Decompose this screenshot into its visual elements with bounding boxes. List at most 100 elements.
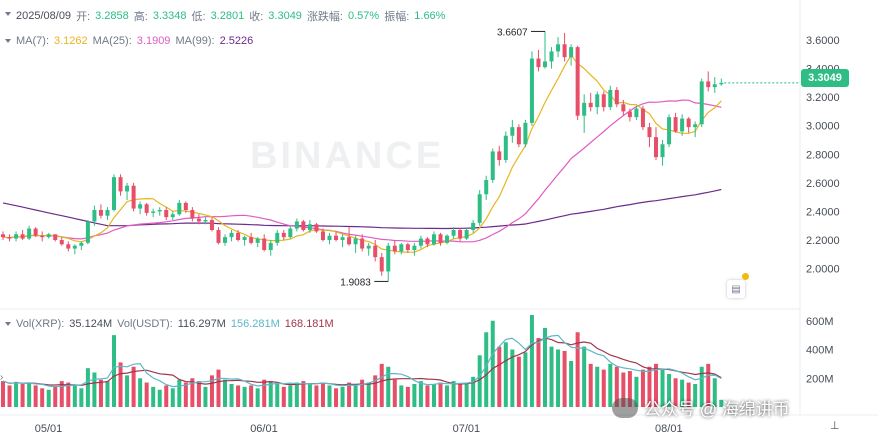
candle-body xyxy=(157,210,162,212)
candle-body xyxy=(183,202,188,210)
candle-body xyxy=(281,232,286,238)
volume-bar xyxy=(33,385,38,407)
volume-bar xyxy=(556,349,561,407)
candle-body xyxy=(131,185,136,209)
candle-body xyxy=(255,238,260,243)
volume-bar xyxy=(340,386,345,407)
volume-bar xyxy=(373,375,378,407)
screenshot-button-icon[interactable]: ▤ xyxy=(727,280,745,298)
candle-body xyxy=(92,210,97,222)
volume-bar xyxy=(712,378,717,407)
candle-body xyxy=(46,234,51,238)
candle-body xyxy=(249,237,254,243)
candle-body xyxy=(242,237,247,240)
volume-bar xyxy=(614,366,619,407)
volume-bar xyxy=(40,388,45,407)
high-label: 高: xyxy=(133,11,148,23)
candle-body xyxy=(288,228,293,238)
volume-bar xyxy=(445,385,450,407)
credit-watermark: 公众号 @ 海绵讲币 xyxy=(612,395,790,420)
volume-bar xyxy=(112,335,117,407)
candle-body xyxy=(654,137,658,158)
candle-body xyxy=(79,242,84,246)
ma7-value: 3.1262 xyxy=(54,35,88,47)
volume-bar xyxy=(477,355,482,407)
candle-body xyxy=(347,237,352,245)
volume-bar xyxy=(386,366,391,407)
candle-body xyxy=(307,224,312,230)
volume-bar xyxy=(680,379,685,407)
volume-bar xyxy=(627,371,632,407)
volume-tick-label: 600M xyxy=(806,316,834,328)
volume-bar xyxy=(242,386,247,407)
candle-body xyxy=(7,237,12,239)
open-label: 开: xyxy=(76,11,91,23)
candle-body xyxy=(634,108,639,118)
vol-usdt-value: 116.297M xyxy=(177,318,226,330)
candle-body xyxy=(190,210,195,219)
ma25-line xyxy=(2,99,722,243)
ma-collapse-arrow-icon[interactable] xyxy=(5,39,11,43)
vol-collapse-arrow-icon[interactable] xyxy=(5,322,11,326)
candle-body xyxy=(399,244,404,252)
axis-settings-icon[interactable]: ⊥ xyxy=(830,420,840,432)
candle-body xyxy=(14,234,19,239)
volume-bar xyxy=(183,382,188,407)
volume-bar xyxy=(451,381,456,407)
candle-body xyxy=(196,218,201,222)
candle-body xyxy=(118,177,123,192)
candle-body xyxy=(660,144,665,158)
volume-bar xyxy=(190,378,195,407)
volume-bar xyxy=(92,372,97,407)
volume-bar xyxy=(151,386,156,407)
price-tick-label: 2.6000 xyxy=(806,178,840,190)
volume-bar xyxy=(177,379,182,407)
scroll-left-icon[interactable]: › xyxy=(0,372,4,383)
candle-body xyxy=(693,124,698,128)
volume-bar xyxy=(503,342,508,407)
candle-body xyxy=(223,237,228,243)
volume-bar xyxy=(608,363,613,407)
low-label: 低: xyxy=(191,11,206,23)
low-annotation: 1.9083 xyxy=(340,277,371,288)
candle-body xyxy=(425,238,430,245)
volume-bar xyxy=(301,381,306,407)
candle-body xyxy=(640,108,645,128)
candle-body xyxy=(203,220,208,222)
candle-body xyxy=(706,81,711,88)
volume-bar xyxy=(294,382,299,407)
volume-bar xyxy=(138,378,143,407)
candle-body xyxy=(529,58,534,123)
volume-bar xyxy=(654,363,658,407)
ma7-label: MA(7): xyxy=(16,35,49,47)
volume-bar xyxy=(497,346,502,407)
candle-body xyxy=(608,90,613,108)
open-value: 3.2858 xyxy=(95,10,129,22)
ohlc-header: 2025/08/09 开: 3.2858 高: 3.3348 低: 3.2801… xyxy=(16,8,450,24)
candle-body xyxy=(686,118,691,128)
volume-bar xyxy=(549,346,554,407)
volume-bar xyxy=(347,382,352,407)
volume-bar xyxy=(431,384,436,407)
volume-bar xyxy=(366,382,371,407)
time-tick-label: 05/01 xyxy=(35,423,63,435)
candle-body xyxy=(497,151,502,160)
candle-body xyxy=(125,185,130,192)
candle-body xyxy=(320,231,325,240)
volume-bar xyxy=(288,385,293,407)
volume-tick-label: 400M xyxy=(806,345,834,357)
price-tick-label: 2.8000 xyxy=(806,149,840,161)
candle-body xyxy=(334,235,339,240)
volume-bar xyxy=(582,346,587,407)
volume-bar xyxy=(320,382,325,407)
volume-bar xyxy=(418,381,423,407)
candle-body xyxy=(360,238,365,249)
collapse-arrow-icon[interactable] xyxy=(5,12,11,16)
candle-body xyxy=(33,228,38,236)
volume-bar xyxy=(327,385,332,407)
time-tick-label: 08/01 xyxy=(655,423,683,435)
candle-body xyxy=(588,102,593,108)
candle-body xyxy=(105,210,110,216)
candle-body xyxy=(144,204,149,213)
